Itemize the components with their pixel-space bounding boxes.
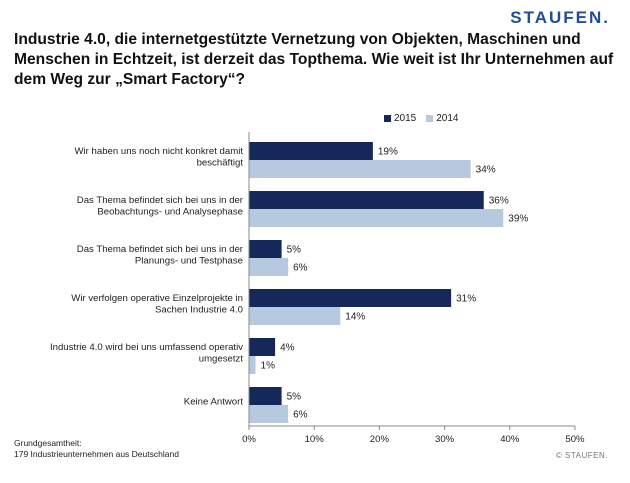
staufen-logo: STAUFEN. bbox=[510, 8, 610, 27]
bar-2014 bbox=[249, 405, 289, 423]
legend: 2015 2014 bbox=[384, 113, 465, 124]
data-label-2015: 31% bbox=[456, 294, 476, 305]
legend-item-2014: 2014 bbox=[426, 113, 459, 124]
bar-2015 bbox=[249, 191, 484, 209]
category-label: Wir haben uns noch nicht konkret damit bbox=[74, 146, 243, 157]
category-label: Wir verfolgen operative Einzelprojekte i… bbox=[71, 293, 243, 304]
data-label-2014: 6% bbox=[293, 410, 308, 421]
footnote-line-1: Grundgesamtheit: bbox=[14, 438, 82, 448]
bar-2015 bbox=[249, 142, 373, 160]
data-label-2014: 39% bbox=[508, 214, 528, 225]
copyright: © STAUFEN. bbox=[555, 451, 608, 460]
legend-label-2015: 2015 bbox=[394, 113, 417, 124]
category-label: Das Thema befindet sich bei uns in der bbox=[77, 195, 244, 206]
bar-2014 bbox=[249, 356, 256, 374]
bar-2015 bbox=[249, 289, 452, 307]
data-label-2014: 14% bbox=[345, 312, 365, 323]
category-label: beschäftigt bbox=[197, 157, 244, 168]
x-tick-label: 0% bbox=[242, 434, 256, 445]
footnote-line-2: 179 Industrieunternehmen aus Deutschland bbox=[14, 449, 179, 459]
bar-2015 bbox=[249, 338, 276, 356]
x-tick-label: 20% bbox=[370, 434, 390, 445]
category-label: Beobachtungs- und Analysephase bbox=[97, 206, 243, 217]
bar-2014 bbox=[249, 307, 341, 325]
legend-swatch-2014 bbox=[426, 115, 434, 122]
bar-2014 bbox=[249, 160, 471, 178]
data-label-2014: 34% bbox=[476, 165, 496, 176]
x-tick-label: 30% bbox=[435, 434, 455, 445]
footnote: Grundgesamtheit: 179 Industrieunternehme… bbox=[14, 438, 179, 460]
chart-title: Industrie 4.0, die internetgestützte Ver… bbox=[14, 31, 614, 88]
category-label: Das Thema befindet sich bei uns in der bbox=[77, 244, 244, 255]
data-label-2015: 4% bbox=[280, 343, 295, 354]
data-label-2015: 5% bbox=[287, 392, 302, 403]
category-label: umgesetzt bbox=[199, 353, 244, 364]
data-label-2015: 19% bbox=[378, 147, 398, 158]
x-tick-label: 40% bbox=[500, 434, 520, 445]
legend-label-2014: 2014 bbox=[436, 113, 459, 124]
category-label: Planungs- und Testphase bbox=[135, 255, 243, 266]
data-label-2015: 36% bbox=[489, 196, 509, 207]
data-label-2014: 6% bbox=[293, 263, 308, 274]
bar-2015 bbox=[249, 240, 282, 258]
legend-item-2015: 2015 bbox=[384, 113, 416, 124]
category-label: Sachen Industrie 4.0 bbox=[155, 304, 243, 315]
category-label: Keine Antwort bbox=[184, 397, 244, 408]
data-label-2014: 1% bbox=[261, 361, 276, 372]
bar-2014 bbox=[249, 209, 504, 227]
x-tick-label: 10% bbox=[305, 434, 325, 445]
x-tick-label: 50% bbox=[565, 434, 585, 445]
category-label: Industrie 4.0 wird bei uns umfassend ope… bbox=[50, 342, 243, 353]
legend-swatch-2015 bbox=[384, 115, 391, 122]
bar-2015 bbox=[249, 387, 282, 405]
bar-2014 bbox=[249, 258, 289, 276]
data-label-2015: 5% bbox=[287, 245, 302, 256]
